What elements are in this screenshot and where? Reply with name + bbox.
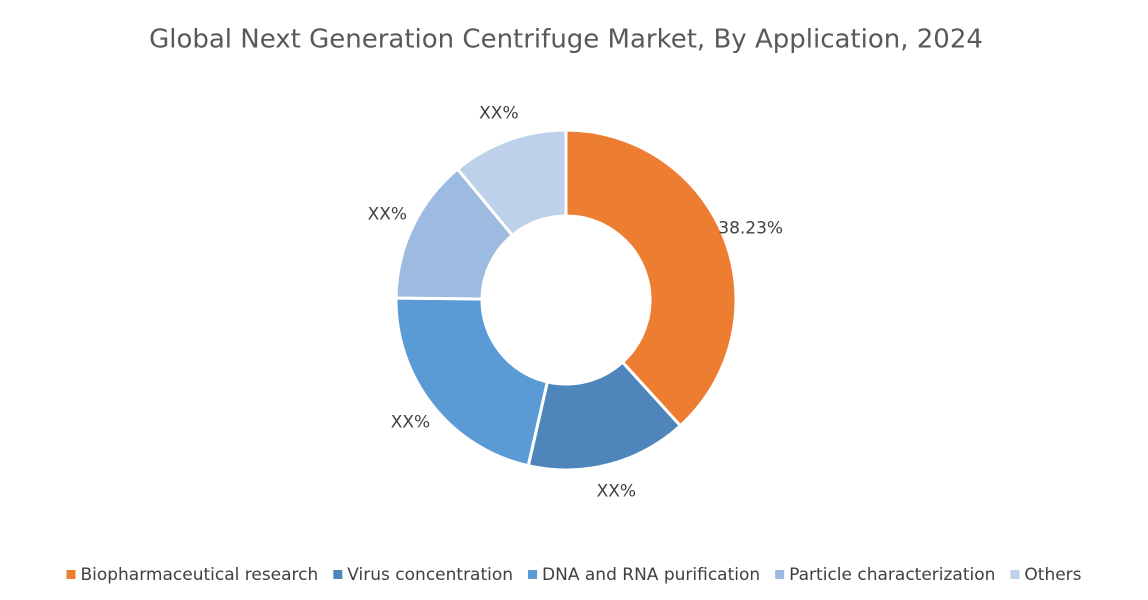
donut-slice [526, 360, 683, 472]
legend-marker [1010, 570, 1020, 579]
legend-marker [66, 570, 76, 579]
donut-slice [394, 296, 550, 468]
data-label: XX% [368, 205, 407, 225]
data-label: 38.23% [718, 219, 783, 239]
legend-marker [528, 570, 538, 579]
legend-marker [775, 570, 785, 579]
data-label: XX% [479, 104, 518, 124]
legend-label: Others [1024, 565, 1081, 585]
donut-slice [455, 128, 568, 238]
legend-label: Particle characterization [789, 565, 995, 585]
legend-label: DNA and RNA purification [542, 565, 760, 585]
legend-marker [333, 570, 343, 579]
data-label: XX% [391, 413, 430, 433]
legend-label: Biopharmaceutical research [80, 565, 318, 585]
data-label: XX% [597, 482, 636, 502]
chart-title: Global Next Generation Centrifuge Market… [149, 25, 983, 55]
legend-label: Virus concentration [347, 565, 513, 585]
donut-slice [564, 128, 738, 428]
